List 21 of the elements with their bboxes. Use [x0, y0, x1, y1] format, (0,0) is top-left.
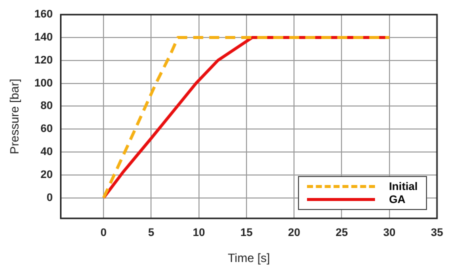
x-tick-label: 0 — [100, 227, 107, 240]
y-tick-label: 80 — [40, 100, 53, 112]
x-tick-label: 15 — [240, 227, 253, 240]
x-axis-title: Time [s] — [228, 251, 270, 266]
x-tick-label: 20 — [288, 227, 300, 240]
y-tick-label: 60 — [40, 123, 53, 136]
line-series — [102, 36, 391, 200]
y-tick-label: 100 — [34, 77, 53, 90]
legend: Initial GA — [298, 176, 427, 210]
x-tick-label: 25 — [336, 227, 348, 240]
x-tick-label: 30 — [383, 227, 396, 240]
y-tick-label: 120 — [34, 54, 53, 66]
y-axis-title: Pressure [bar] — [8, 78, 22, 154]
x-tick-label: 5 — [148, 227, 154, 240]
y-tick-label: 140 — [34, 32, 53, 44]
x-tick-label: 10 — [192, 227, 205, 240]
y-tick-label: 40 — [40, 146, 53, 158]
x-tick-label: 35 — [430, 227, 444, 240]
y-tick-label: 160 — [34, 8, 53, 21]
y-tick-label: 20 — [40, 168, 53, 181]
y-tick-label: 0 — [46, 192, 53, 204]
